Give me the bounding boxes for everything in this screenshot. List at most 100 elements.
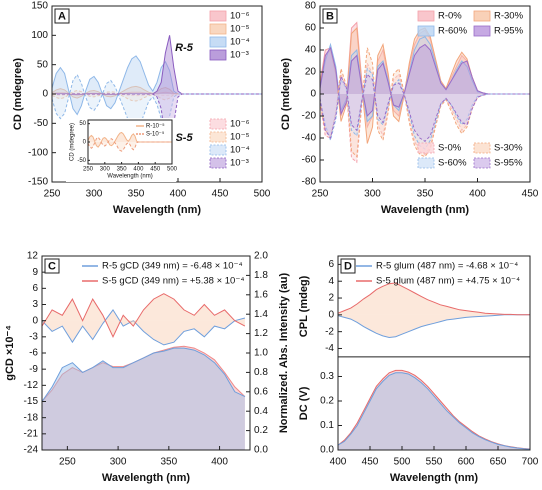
y-tick-label: 20 — [305, 67, 317, 78]
x-tick-label: 500 — [254, 189, 271, 200]
y-tick-label: -40 — [302, 133, 317, 144]
inset-x-label: Wavelength (nm) — [107, 174, 152, 180]
y-tick-label: -2 — [325, 326, 334, 337]
y2-tick-label: 1.0 — [254, 348, 268, 359]
x-tick-label: 300 — [110, 457, 127, 468]
x-tick-label: 350 — [160, 457, 177, 468]
legend-label: R-60% — [438, 26, 468, 37]
y-axis-label: CD (mdegree) — [280, 58, 292, 130]
y2-tick-label: 0.6 — [254, 386, 268, 397]
y2-tick-label: 1.6 — [254, 289, 268, 300]
legend-label: R-30% — [494, 11, 524, 22]
legend-swatch — [473, 157, 491, 169]
x-tick-label: 350 — [117, 167, 128, 173]
series-line — [87, 131, 172, 148]
series-area — [320, 36, 530, 122]
series-area — [52, 74, 262, 131]
series-line — [337, 314, 530, 339]
series-line — [337, 372, 531, 450]
series-line — [319, 36, 530, 123]
legend-swatch — [209, 36, 227, 48]
panel-label-box — [54, 8, 70, 24]
y-tick-label: -60 — [302, 155, 317, 166]
x-tick-label: 650 — [490, 457, 507, 468]
series-area — [320, 63, 530, 163]
y-tick-label: 100 — [31, 30, 48, 41]
legend-swatch — [417, 25, 435, 37]
y-tick-label: 40 — [305, 45, 317, 56]
series-area — [42, 348, 245, 450]
legend-label: 10⁻³ — [230, 50, 249, 61]
y-tick-label: -15 — [24, 396, 39, 407]
x-tick-label: 300 — [364, 189, 381, 200]
x-axis-label: Wavelength (nm) — [113, 204, 202, 216]
annotation: S-5 — [175, 132, 193, 144]
y-tick-label: 0.0 — [320, 445, 334, 456]
series-area — [42, 309, 245, 345]
x-tick-label: 400 — [170, 189, 187, 200]
series-line — [51, 73, 262, 132]
x-tick-label: 400 — [133, 167, 144, 173]
y2-axis-label: Normalized. Abs. Intensity (au) — [278, 272, 290, 433]
series-line — [52, 35, 262, 95]
series-line — [319, 67, 530, 150]
legend-label: 10⁻⁴ — [230, 145, 250, 156]
y2-tick-label: 1.4 — [254, 309, 268, 320]
x-axis-label: Wavelength (nm) — [102, 472, 191, 484]
series-line — [337, 282, 530, 316]
x-tick-label: 300 — [100, 167, 111, 173]
panel-label-box — [322, 8, 338, 24]
legend-label: S-0% — [438, 143, 462, 154]
series-line — [51, 89, 262, 102]
series-line — [319, 47, 530, 158]
panel-label: D — [344, 260, 352, 272]
legend-label: R-5 glum (487 nm) = -4.68 × 10⁻⁴ — [376, 261, 518, 272]
legend-label: 10⁻³ — [230, 158, 249, 169]
legend-swatch — [209, 10, 227, 22]
y2-tick-label: 0.2 — [254, 425, 268, 436]
x-tick-label: 500 — [167, 167, 178, 173]
x-tick-label: 500 — [394, 457, 411, 468]
series-area — [320, 44, 530, 116]
y-axis-label: gCD ×10⁻⁴ — [4, 325, 16, 381]
y2-axis-label: DC (V) — [298, 386, 310, 420]
legend-label: 10⁻⁶ — [230, 11, 250, 22]
y-tick-label: 2 — [328, 293, 334, 304]
y-tick-label: -3 — [29, 331, 38, 342]
series-area — [338, 372, 530, 450]
y-tick-label: 9 — [32, 267, 38, 278]
legend-label: S-30% — [494, 143, 523, 154]
y-tick-label: -21 — [24, 428, 39, 439]
series-area — [42, 346, 245, 450]
y-tick-label: 4 — [328, 276, 334, 287]
legend-swatch — [473, 25, 491, 37]
x-tick-label: 450 — [212, 189, 229, 200]
y-tick-label: -9 — [29, 364, 38, 375]
legend-label: S-5 gCD (349 nm) = +5.38 × 10⁻⁴ — [102, 276, 244, 287]
legend-swatch — [209, 23, 227, 35]
panel-label: A — [58, 10, 66, 22]
series-area — [52, 55, 262, 115]
y-tick-label: -6 — [29, 348, 38, 359]
legend-label: S-95% — [494, 158, 523, 169]
y-tick-label: 80 — [305, 1, 317, 12]
series-line — [319, 43, 530, 118]
legend-swatch — [473, 142, 491, 154]
y2-tick-label: 0.8 — [254, 367, 268, 378]
legend-label: 10⁻⁵ — [230, 132, 250, 143]
x-tick-label: 250 — [312, 189, 329, 200]
panel-label-box — [340, 258, 356, 274]
x-tick-label: 600 — [458, 457, 475, 468]
y2-tick-label: 1.8 — [254, 270, 268, 281]
y-tick-label: -24 — [24, 445, 39, 456]
series-area — [320, 74, 530, 142]
x-tick-label: 250 — [83, 167, 94, 173]
y-tick-label: -50 — [34, 118, 49, 129]
legend-swatch — [209, 118, 227, 130]
y-tick-label: -20 — [302, 111, 317, 122]
panel-label: C — [48, 260, 56, 272]
x-tick-label: 550 — [426, 457, 443, 468]
y-tick-label: 50 — [79, 121, 86, 127]
x-tick-label: 450 — [150, 167, 161, 173]
x-tick-label: 450 — [522, 189, 539, 200]
